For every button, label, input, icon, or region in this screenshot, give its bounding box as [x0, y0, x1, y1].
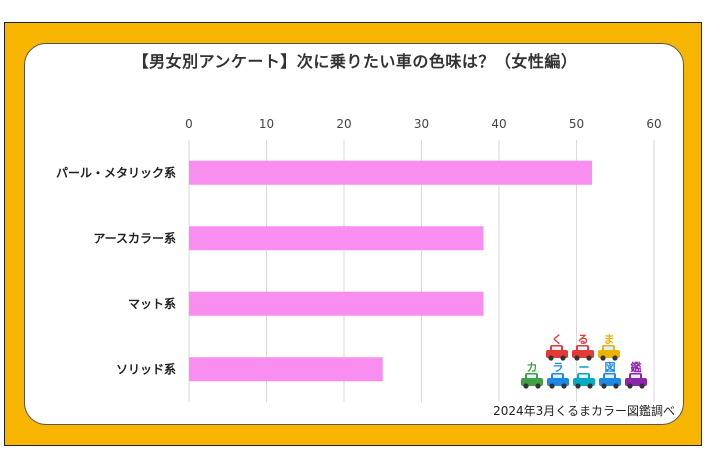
logo-char: 図: [605, 360, 616, 374]
x-tick-label: 40: [491, 117, 506, 131]
x-tick-label: 10: [259, 117, 274, 131]
logo-char: カ: [527, 361, 538, 374]
category-label: アースカラー系: [93, 230, 176, 245]
chart-title: 【男女別アンケート】次に乗りたい車の色味は？（女性編）: [132, 52, 578, 71]
source-note: 2024年3月くるまカラー図鑑調べ: [493, 404, 675, 418]
logo-char: ラ: [553, 361, 564, 374]
x-tick-label: 30: [414, 117, 429, 131]
logo-char: 鑑: [631, 360, 642, 374]
category-label: ソリッド系: [116, 361, 176, 376]
bar-2: [189, 226, 484, 251]
logo-char: る: [578, 333, 589, 346]
car-icon: [625, 373, 647, 389]
category-label: マット系: [128, 296, 176, 311]
car-icon: [546, 345, 568, 361]
x-tick-label: 50: [569, 117, 584, 131]
x-tick-label: 0: [185, 117, 193, 131]
kuruma-color-zukan-logo: く る まカ ラ ー 図 鑑: [521, 333, 647, 389]
x-tick-label: 20: [336, 117, 351, 131]
x-tick-label: 60: [646, 117, 661, 131]
logo-char: ま: [604, 333, 615, 346]
car-icon: [572, 345, 594, 361]
category-label: パール・メタリック系: [56, 165, 176, 180]
car-icon: [573, 373, 595, 389]
car-icon: [547, 373, 569, 389]
car-icon: [599, 373, 621, 389]
bar-3: [189, 291, 484, 316]
logo-char: ー: [579, 361, 590, 374]
bar-1: [189, 160, 592, 185]
car-icon: [598, 345, 620, 361]
logo-char: く: [552, 333, 563, 346]
car-icon: [521, 373, 543, 389]
bar-4: [189, 357, 383, 382]
